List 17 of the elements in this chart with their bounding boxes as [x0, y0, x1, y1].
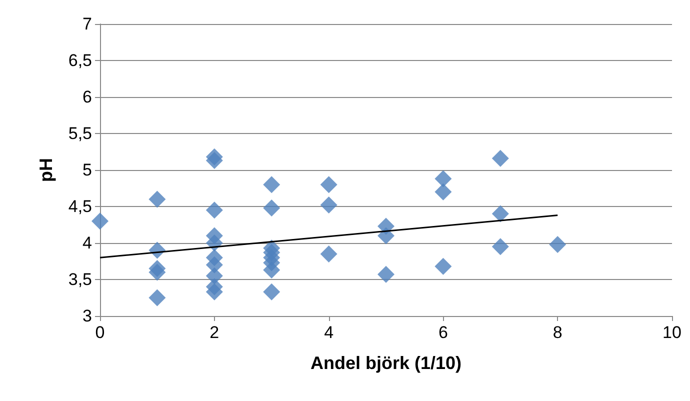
x-axis-title: Andel björk (1/10)	[310, 353, 462, 373]
y-tick-label: 4	[82, 234, 92, 252]
x-tick-label: 4	[324, 323, 334, 342]
x-tick-label: 6	[438, 323, 448, 342]
y-axis-title: pH	[36, 158, 56, 182]
y-tick-label: 6,5	[68, 51, 92, 70]
x-tick-label: 10	[662, 323, 682, 342]
x-tick-label: 8	[552, 323, 562, 342]
y-tick-label: 4,5	[68, 197, 92, 216]
x-tick-label: 2	[210, 323, 220, 342]
y-tick-label: 5	[82, 160, 92, 180]
x-tick-label: 0	[95, 323, 105, 342]
y-tick-label: 3	[82, 306, 92, 326]
y-tick-label: 3,5	[68, 270, 92, 289]
y-tick-label: 6	[82, 88, 92, 106]
y-tick-label: 7	[82, 14, 92, 34]
y-tick-label: 5,5	[68, 124, 92, 143]
